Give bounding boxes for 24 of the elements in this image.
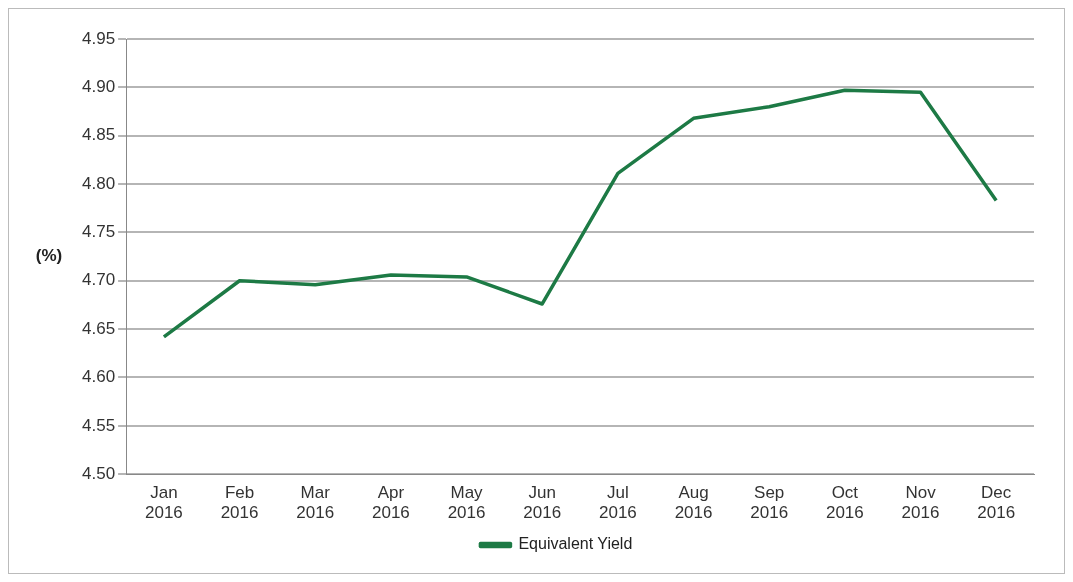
x-tick-label: Feb 2016 (220, 483, 259, 523)
y-tick-label: 4.95 (81, 28, 116, 48)
y-tick-label: 4.65 (81, 318, 116, 338)
y-tick-label: 4.75 (81, 222, 116, 242)
x-tick-label: Jan 2016 (145, 483, 183, 523)
y-axis-title: (%) (35, 246, 63, 266)
x-tick-label: Oct 2016 (825, 483, 864, 523)
y-tick-label: 4.70 (81, 270, 116, 290)
x-tick-label: Mar 2016 (296, 483, 335, 523)
x-tick-label: Sep 2016 (750, 483, 789, 523)
x-tick-label: Apr 2016 (371, 483, 410, 523)
x-tick-label: Nov 2016 (901, 483, 940, 523)
x-tick-label: Jul 2016 (598, 483, 637, 523)
y-tick-label: 4.85 (81, 125, 116, 145)
x-tick-label: Jun 2016 (523, 483, 562, 523)
y-tick-label: 4.80 (81, 173, 116, 193)
y-tick-label: 4.60 (81, 367, 116, 387)
x-tick-label: Aug 2016 (674, 483, 713, 523)
legend-label: Equivalent Yield (518, 535, 633, 553)
y-tick-label: 4.90 (81, 77, 116, 97)
y-tick-label: 4.55 (81, 415, 116, 435)
y-tick-label: 4.50 (81, 463, 116, 483)
x-tick-label: May 2016 (447, 483, 486, 523)
x-tick-label: Dec 2016 (977, 483, 1016, 523)
